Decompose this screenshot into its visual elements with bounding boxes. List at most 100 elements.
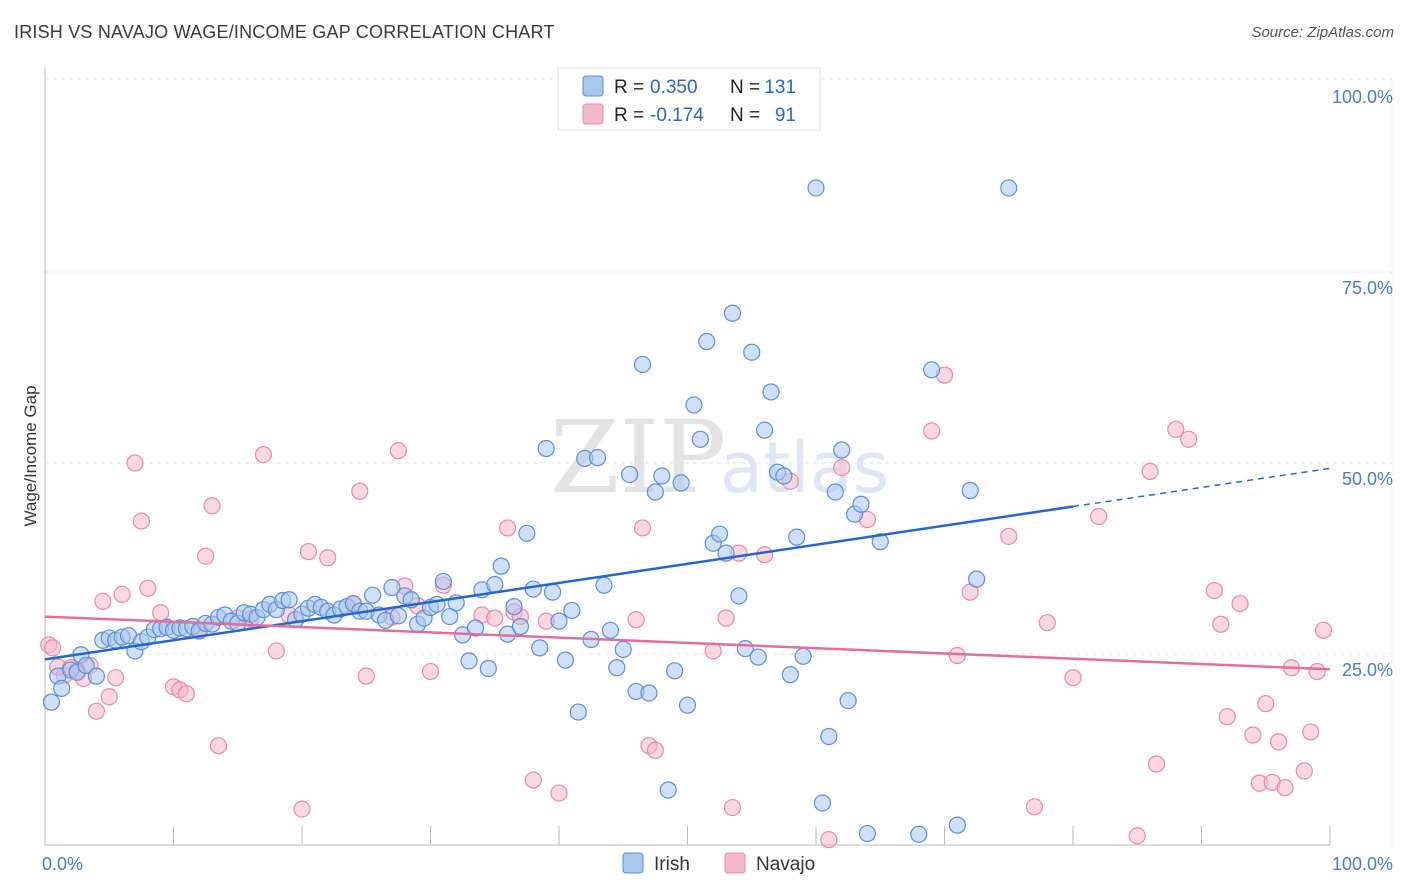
navajo-point xyxy=(820,831,838,849)
navajo-point xyxy=(1167,420,1185,438)
navajo-point xyxy=(1276,779,1294,797)
navajo-point xyxy=(1295,762,1313,780)
irish-point xyxy=(659,781,677,799)
y-axis-label: Wage/Income Gap xyxy=(21,385,40,526)
navajo-point xyxy=(1257,695,1275,713)
irish-point xyxy=(691,430,709,448)
irish-point xyxy=(588,449,607,467)
irish-point xyxy=(762,383,780,401)
irish-point xyxy=(730,587,748,605)
navajo-point xyxy=(1090,507,1108,526)
navajo-point xyxy=(524,771,542,789)
y-tick-label: 75.0% xyxy=(1342,278,1393,298)
bottom-legend-swatch-navajo xyxy=(724,852,746,874)
bottom-legend-label-irish: Irish xyxy=(654,854,690,875)
irish-point xyxy=(389,607,407,625)
irish-point xyxy=(569,703,587,721)
irish-point xyxy=(666,662,684,680)
legend-r-label-irish: R = xyxy=(614,77,644,98)
irish-point xyxy=(608,659,626,677)
irish-point xyxy=(1000,179,1018,197)
irish-point xyxy=(833,441,851,459)
irish-point xyxy=(441,607,459,626)
irish-point xyxy=(537,439,555,458)
irish-point xyxy=(961,481,979,500)
navajo-point xyxy=(1314,621,1333,639)
navajo-point xyxy=(627,611,645,629)
legend-r-label-navajo: R = xyxy=(614,105,644,126)
stats-legend: R = 0.350 N = 131 R = -0.174 N = 91 xyxy=(557,67,821,131)
navajo-point xyxy=(499,519,517,537)
irish-point xyxy=(646,483,664,501)
irish-point xyxy=(511,617,530,636)
navajo-point xyxy=(550,784,568,802)
navajo-point xyxy=(833,458,851,477)
watermark-atlas: atlas xyxy=(720,427,889,509)
irish-point xyxy=(839,692,857,710)
trend-lines xyxy=(44,467,1331,671)
irish-point xyxy=(858,824,877,843)
legend-swatch-navajo xyxy=(582,103,604,125)
irish-point xyxy=(383,578,401,597)
navajo-point xyxy=(132,512,150,530)
navajo-point xyxy=(139,579,157,597)
irish-point xyxy=(813,794,832,812)
legend-n-value-navajo: 91 xyxy=(775,105,796,126)
chart-title: IRISH VS NAVAJO WAGE/INCOME GAP CORRELAT… xyxy=(14,22,555,42)
y-tick-label: 25.0% xyxy=(1342,660,1393,680)
x-tick-label: 100.0% xyxy=(1332,854,1393,874)
y-tick-labels: 25.0% 50.0% 75.0% 100.0% xyxy=(1332,87,1393,680)
irish-point xyxy=(601,621,620,639)
legend-n-value-irish: 131 xyxy=(764,77,796,98)
irish-point xyxy=(723,304,742,322)
irish-point xyxy=(672,474,690,492)
irish-point xyxy=(743,343,761,361)
navajo-point xyxy=(1147,755,1166,773)
navajo-point xyxy=(1064,669,1082,687)
irish-point xyxy=(460,652,478,670)
bottom-legend-swatch-irish xyxy=(622,852,644,874)
irish-point xyxy=(788,528,806,546)
navajo-point xyxy=(923,422,941,440)
navajo-point xyxy=(1218,708,1236,726)
x-tick-labels: 0.0% 100.0% xyxy=(42,854,1393,874)
navajo-point xyxy=(717,609,735,627)
navajo-point xyxy=(723,798,742,817)
irish-point xyxy=(948,816,966,834)
irish-point xyxy=(524,580,542,598)
navajo-point xyxy=(1141,462,1159,481)
irish-point xyxy=(466,619,485,637)
irish-point xyxy=(923,361,941,379)
watermark: ZIP atlas xyxy=(550,399,889,516)
irish-point xyxy=(280,591,298,609)
irish-point xyxy=(968,570,986,588)
irish-point xyxy=(781,666,799,684)
navajo-trend-line xyxy=(44,615,1331,671)
navajo-point xyxy=(755,546,774,564)
irish-point xyxy=(505,598,523,616)
navajo-point xyxy=(126,454,144,472)
irish-point xyxy=(479,659,497,678)
irish-point xyxy=(518,524,536,542)
irish-point xyxy=(614,640,632,659)
navajo-point xyxy=(209,737,228,755)
navajo-point xyxy=(1308,662,1326,681)
irish-point xyxy=(755,421,774,439)
irish-point xyxy=(826,483,844,501)
navajo-point xyxy=(357,667,375,685)
irish-point xyxy=(434,572,452,591)
irish-trend-line xyxy=(44,505,1074,661)
navajo-point xyxy=(1128,827,1146,845)
navajo-point xyxy=(100,688,118,706)
navajo-point xyxy=(1038,614,1056,632)
navajo-point xyxy=(486,609,504,627)
irish-point xyxy=(486,575,504,594)
y-tick-label: 100.0% xyxy=(1332,87,1393,107)
navajo-point xyxy=(646,741,664,759)
navajo-point xyxy=(293,800,311,818)
x-tick-label: 0.0% xyxy=(42,854,83,874)
navajo-point xyxy=(267,642,285,660)
irish-point xyxy=(852,495,870,513)
irish-point xyxy=(364,586,382,604)
